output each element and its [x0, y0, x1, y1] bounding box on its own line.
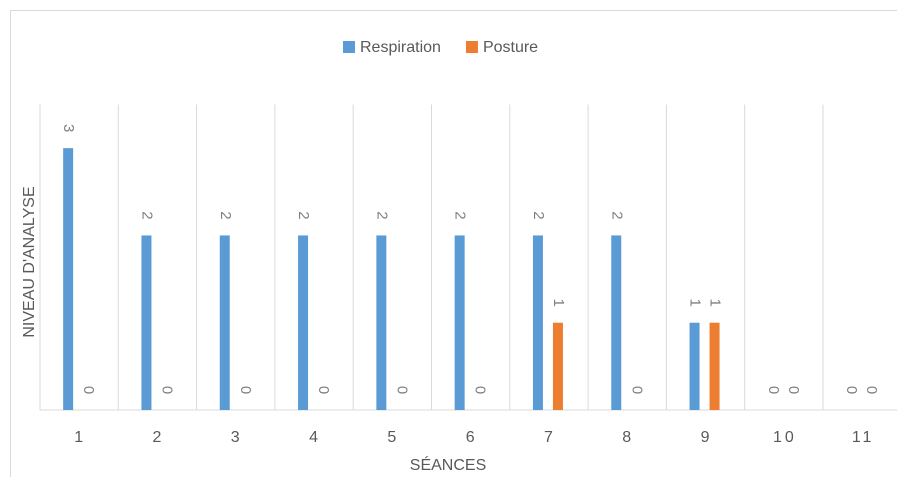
bar	[376, 235, 387, 410]
bar	[552, 322, 563, 410]
bar	[709, 322, 720, 410]
bar	[141, 235, 152, 410]
y-axis-title: NIVEAU D'ANALYSE	[21, 186, 38, 337]
data-label: 0	[315, 386, 332, 394]
data-label: 0	[843, 386, 860, 394]
bar	[63, 148, 74, 410]
chart-frame	[10, 10, 897, 477]
legend-label: Posture	[483, 39, 538, 56]
data-label: 2	[530, 211, 547, 219]
data-label: 3	[60, 124, 77, 132]
data-label: 0	[80, 386, 97, 394]
data-label: 1	[707, 299, 724, 307]
bar	[219, 235, 230, 410]
data-label: 2	[138, 211, 155, 219]
data-label: 0	[158, 386, 175, 394]
data-label: 2	[373, 211, 390, 219]
x-tick-label: 11	[852, 429, 875, 446]
legend-swatch	[465, 41, 478, 53]
data-label: 0	[765, 386, 782, 394]
x-tick-label: 1	[74, 429, 86, 446]
x-tick-label: 3	[231, 429, 243, 446]
data-label: 2	[217, 211, 234, 219]
x-tick-label: 6	[466, 429, 478, 446]
bar	[298, 235, 309, 410]
bar	[454, 235, 465, 410]
bar	[689, 322, 700, 410]
data-label: 0	[393, 386, 410, 394]
x-tick-label: 4	[309, 429, 321, 446]
data-label: 2	[452, 211, 469, 219]
x-tick-label: 10	[773, 429, 797, 446]
data-label: 0	[785, 386, 802, 394]
data-label: 0	[237, 386, 254, 394]
data-label: 0	[628, 386, 645, 394]
data-label: 0	[472, 386, 489, 394]
data-label: 0	[863, 386, 880, 394]
data-label: 2	[608, 211, 625, 219]
legend-swatch	[343, 41, 355, 53]
x-tick-label: 5	[387, 429, 399, 446]
data-label: 1	[687, 299, 704, 307]
legend-label: Respiration	[360, 39, 441, 56]
bar	[611, 235, 622, 410]
x-axis-title: SÉANCES	[410, 455, 486, 474]
x-tick-label: 8	[622, 429, 634, 446]
bar	[532, 235, 543, 410]
data-label: 1	[550, 299, 567, 307]
data-label: 2	[295, 211, 312, 219]
x-tick-label: 9	[701, 429, 713, 446]
x-tick-label: 7	[544, 429, 556, 446]
x-tick-label: 2	[152, 429, 164, 446]
